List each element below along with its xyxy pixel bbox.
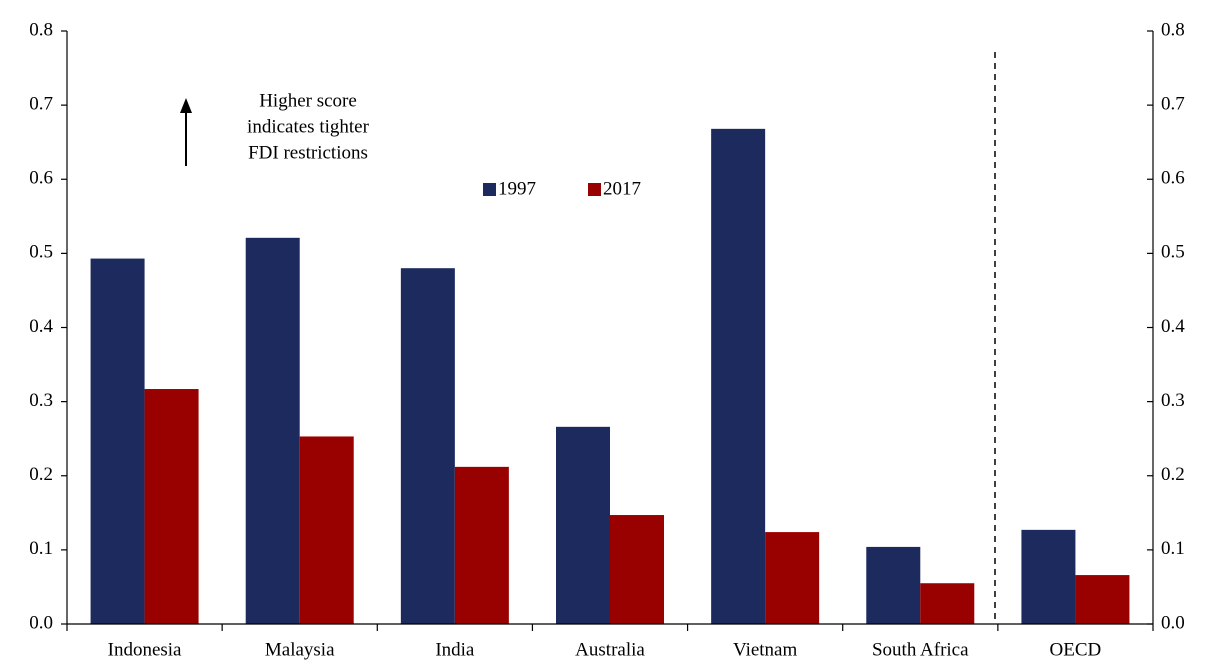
annotation: FDI restrictions <box>248 142 368 163</box>
bar <box>920 583 975 624</box>
bar <box>144 389 199 624</box>
y-tick-label: 0.7 <box>29 93 53 114</box>
annotation: Higher score <box>259 90 357 111</box>
y2-tick-label: 0.4 <box>1161 316 1185 337</box>
x-tick-label: Malaysia <box>265 639 335 660</box>
annotation: indicates tighter <box>247 116 370 137</box>
y2-tick-label: 0.1 <box>1161 538 1185 559</box>
y-tick-label: 0.8 <box>29 19 53 40</box>
bar <box>454 466 509 624</box>
bar <box>245 237 300 624</box>
y2-tick-label: 0.7 <box>1161 93 1185 114</box>
y-tick-label: 0.0 <box>29 612 53 633</box>
legend-label: 1997 <box>498 178 536 199</box>
y2-tick-label: 0.5 <box>1161 242 1185 263</box>
y2-tick-label: 0.3 <box>1161 390 1185 411</box>
y2-tick-label: 0.2 <box>1161 464 1185 485</box>
x-tick-label: Australia <box>575 639 645 660</box>
bar <box>400 268 455 624</box>
y2-tick-label: 0.8 <box>1161 19 1185 40</box>
x-tick-label: South Africa <box>872 639 969 660</box>
y2-tick-label: 0.6 <box>1161 168 1185 189</box>
bar <box>866 546 921 624</box>
y-tick-label: 0.4 <box>29 316 53 337</box>
y-tick-label: 0.6 <box>29 168 53 189</box>
legend-swatch <box>483 183 496 196</box>
bar <box>1021 529 1076 624</box>
y-tick-label: 0.2 <box>29 464 53 485</box>
y2-tick-label: 0.0 <box>1161 612 1185 633</box>
x-tick-label: Indonesia <box>108 639 182 660</box>
bar <box>556 426 610 624</box>
bar <box>610 515 664 624</box>
arrow-head <box>180 98 192 113</box>
x-tick-label: Vietnam <box>733 639 798 660</box>
y-tick-label: 0.5 <box>29 242 53 263</box>
x-tick-label: OECD <box>1050 639 1102 660</box>
bar <box>711 128 766 624</box>
bar <box>1075 575 1130 624</box>
legend-swatch <box>588 183 601 196</box>
x-tick-label: India <box>435 639 475 660</box>
y-tick-label: 0.3 <box>29 390 53 411</box>
y-tick-label: 0.1 <box>29 538 53 559</box>
legend-label: 2017 <box>603 178 641 199</box>
bar <box>299 436 354 624</box>
bar <box>90 258 145 624</box>
bar <box>765 532 820 624</box>
